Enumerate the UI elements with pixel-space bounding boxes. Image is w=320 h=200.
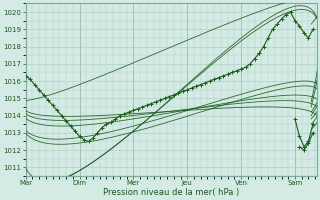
X-axis label: Pression niveau de la mer( hPa ): Pression niveau de la mer( hPa ) bbox=[103, 188, 239, 197]
